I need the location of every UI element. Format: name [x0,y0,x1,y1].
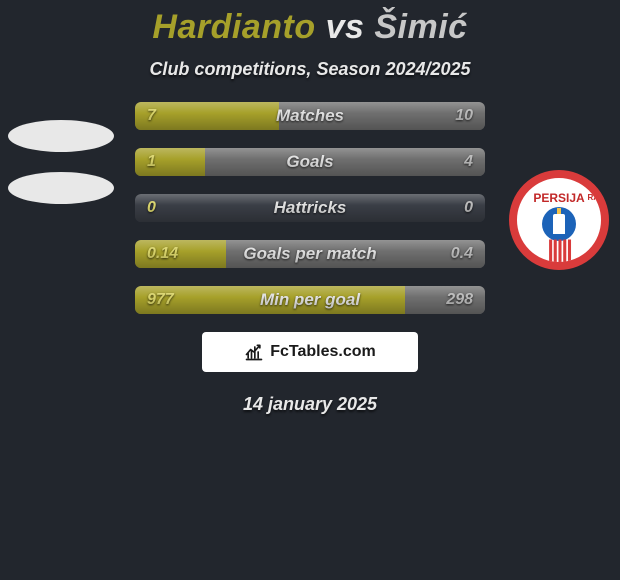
bar-left-fill [135,102,279,130]
player2-name: Šimić [374,8,467,46]
player1-name: Hardianto [152,8,315,46]
stat-row: Matches710 [0,102,620,130]
stat-value-right: 0 [464,199,473,217]
stat-bar: Hattricks0 0 [135,194,485,222]
stat-row: Min per goal977298 [0,286,620,314]
bar-left-fill [135,240,226,268]
comparison-card: Hardianto vs Šimić Club competitions, Se… [0,0,620,580]
bar-right-fill [405,286,486,314]
subtitle: Club competitions, Season 2024/2025 [0,59,620,80]
bar-chart-icon [244,342,264,362]
bar-right-fill [226,240,485,268]
fctables-text: FcTables.com [270,343,376,361]
stat-row: Hattricks0 0 [0,194,620,222]
bar-right-fill [205,148,485,176]
stat-value-left: 0 [147,199,156,217]
bar-right-fill [279,102,486,130]
stat-bar: Goals14 [135,148,485,176]
stat-label: Hattricks [135,198,485,218]
bar-left-fill [135,148,205,176]
stat-bar: Goals per match0.140.4 [135,240,485,268]
fctables-watermark: FcTables.com [202,332,418,372]
stat-row: Goals per match0.140.4 [0,240,620,268]
vs-word: vs [326,8,365,46]
page-title: Hardianto vs Šimić [0,0,620,47]
stat-bar: Min per goal977298 [135,286,485,314]
stat-row: Goals14 [0,148,620,176]
date-line: 14 january 2025 [0,394,620,415]
stat-bar: Matches710 [135,102,485,130]
bar-left-fill [135,286,405,314]
